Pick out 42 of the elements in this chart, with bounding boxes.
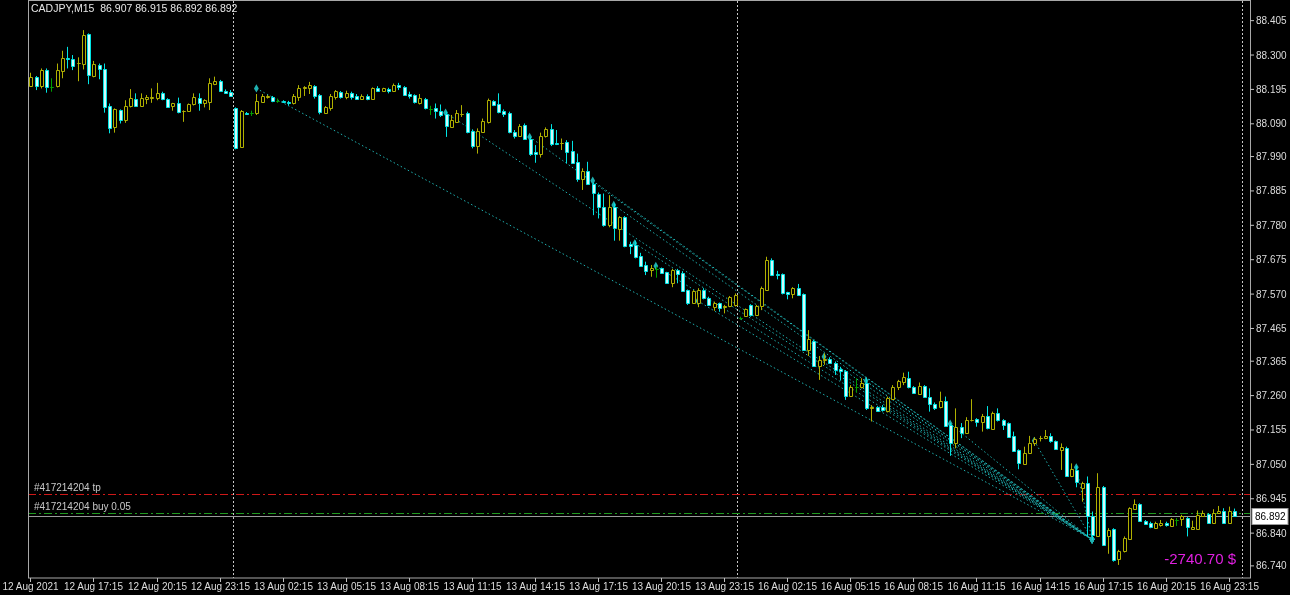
y-tick-label: 86.945 [1256, 493, 1288, 505]
chart-title: CADJPY,M15 86.907 86.915 86.892 86.892 [31, 2, 238, 14]
x-tick-label: 12 Aug 2021 [2, 581, 60, 592]
x-tick-label: 12 Aug 17:15 [64, 581, 124, 592]
y-tick-label: 87.675 [1256, 254, 1288, 266]
x-tick-label: 16 Aug 14:15 [1011, 581, 1071, 592]
x-tick-label: 13 Aug 14:15 [506, 581, 566, 592]
y-tick-label: 86.740 [1256, 560, 1288, 572]
x-tick-label: 13 Aug 02:15 [254, 581, 314, 592]
x-tick-label: 13 Aug 08:15 [380, 581, 440, 592]
x-tick-label: 16 Aug 08:15 [884, 581, 944, 592]
y-tick-label: 87.260 [1256, 390, 1288, 402]
x-tick-label: 13 Aug 11:15 [443, 581, 503, 592]
y-tick-label: 87.990 [1256, 151, 1288, 163]
x-tick-label: 16 Aug 20:15 [1137, 581, 1197, 592]
y-tick-label: 88.300 [1256, 49, 1288, 61]
ref-line-label: 86.892 [1255, 511, 1287, 522]
x-tick-label: 16 Aug 05:15 [821, 581, 881, 592]
x-tick-label: 13 Aug 20:15 [632, 581, 692, 592]
y-tick-label: 87.365 [1256, 355, 1288, 367]
x-tick-label: 16 Aug 17:15 [1074, 581, 1134, 592]
x-tick-label: 16 Aug 23:15 [1200, 581, 1260, 592]
y-tick-label: 87.780 [1256, 219, 1288, 231]
ref-line-label: #417214204 tp [34, 481, 102, 493]
x-tick-label: 12 Aug 23:15 [191, 581, 251, 592]
x-tick-label: 16 Aug 02:15 [758, 581, 818, 592]
y-tick-label: 88.195 [1256, 83, 1288, 95]
y-tick-label: 86.840 [1256, 527, 1288, 539]
y-tick-label: 88.090 [1256, 118, 1288, 130]
y-tick-label: 87.570 [1256, 288, 1288, 300]
y-tick-label: 87.155 [1256, 424, 1288, 436]
x-tick-label: 13 Aug 17:15 [569, 581, 629, 592]
x-tick-label: 16 Aug 11:15 [947, 581, 1007, 592]
annotation: -2740.70 $ [1164, 550, 1237, 567]
ref-line-label: #417214204 buy 0.05 [34, 500, 132, 512]
x-tick-label: 13 Aug 05:15 [317, 581, 377, 592]
y-tick-label: 87.885 [1256, 185, 1288, 197]
x-tick-label: 13 Aug 23:15 [695, 581, 755, 592]
y-tick-label: 88.405 [1256, 15, 1288, 27]
y-tick-label: 87.050 [1256, 458, 1288, 470]
x-tick-label: 12 Aug 20:15 [128, 581, 188, 592]
y-tick-label: 87.465 [1256, 322, 1288, 334]
